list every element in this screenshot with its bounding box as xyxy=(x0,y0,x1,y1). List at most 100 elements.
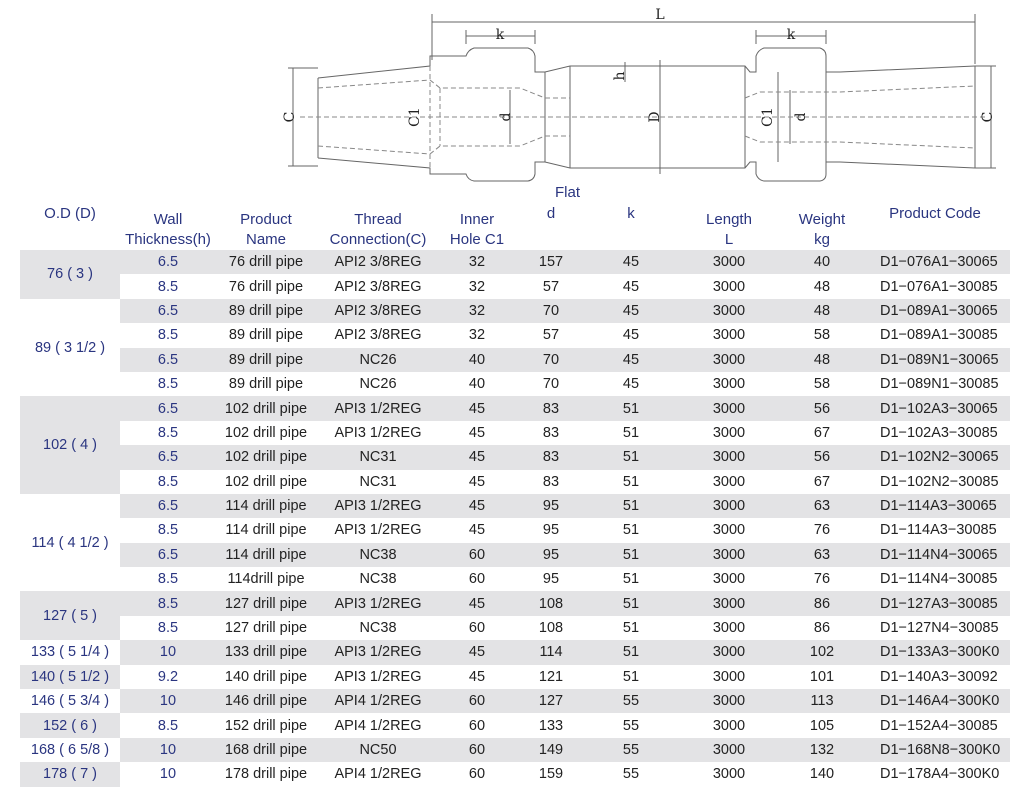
table-row: 8.5 114 drill pipe API3 1/2REG 45 95 51 3000 76… xyxy=(20,518,1010,542)
header-length-line1: Length xyxy=(706,211,752,228)
product-name-cell: 152 drill pipe xyxy=(224,717,308,734)
product-name-cell: 178 drill pipe xyxy=(224,766,308,783)
thread-cell: API3 1/2REG xyxy=(316,493,440,519)
k-cell: 55 xyxy=(622,717,640,734)
table-row: 8.5 102 drill pipe NC31 45 83 51 3000 67 D1−102N… xyxy=(20,470,1010,494)
product-code-cell: D1−152A4−30085 xyxy=(880,717,998,734)
k-cell: 51 xyxy=(588,445,674,470)
product-name-cell: 102 drill pipe xyxy=(216,445,316,470)
table-row: 152 ( 6 ) 8.5 152 drill pipe API4 1/2REG 60 1… xyxy=(20,713,1010,738)
wall-thickness-cell: 6.5 xyxy=(120,445,216,470)
length-cell: 3000 xyxy=(674,689,784,714)
flat-label: Flat xyxy=(555,184,581,201)
thread-cell: API4 1/2REG xyxy=(334,717,422,734)
d-cell: 149 xyxy=(514,737,588,763)
k-cell: 45 xyxy=(622,327,640,344)
thread-cell: NC38 xyxy=(316,542,440,568)
product-name-cell: 133 drill pipe xyxy=(216,640,316,665)
weight-cell: 48 xyxy=(784,298,860,324)
header-product-line1: Product xyxy=(240,211,292,228)
header-weight: Weight kg xyxy=(784,200,860,250)
weight-cell: 58 xyxy=(813,327,831,344)
od-cell: 127 ( 5 ) xyxy=(20,591,120,641)
length-cell: 3000 xyxy=(712,327,746,344)
header-code-line1: Product Code xyxy=(889,205,981,222)
product-code-cell: D1−114A3−30085 xyxy=(880,522,997,539)
inner-hole-cell: 45 xyxy=(440,640,514,665)
table-row: 8.5 89 drill pipe API2 3/8REG 32 57 45 3000 58 D… xyxy=(20,323,1010,347)
k-cell: 45 xyxy=(622,376,640,393)
table-row: 178 ( 7 ) 10 178 drill pipe API4 1/2REG 60 15… xyxy=(20,762,1010,787)
table-row: 8.5 89 drill pipe NC26 40 70 45 3000 58 D1−089N1… xyxy=(20,372,1010,396)
k-cell: 51 xyxy=(588,396,674,421)
product-name-cell: 102 drill pipe xyxy=(216,396,316,421)
product-name-cell: 89 drill pipe xyxy=(228,376,304,393)
k-cell: 51 xyxy=(622,522,640,539)
product-code-cell: D1−102N2−30085 xyxy=(880,473,999,490)
inner-hole-cell: 45 xyxy=(440,396,514,421)
k-cell: 55 xyxy=(588,689,674,714)
table-row: 8.5 76 drill pipe API2 3/8REG 32 57 45 3000 48 D… xyxy=(20,274,1010,298)
d-cell: 70 xyxy=(514,298,588,324)
od-cell: 76 ( 3 ) xyxy=(20,250,120,299)
d-cell: 159 xyxy=(538,766,564,783)
od-cell: 168 ( 6 5/8 ) xyxy=(30,742,110,758)
od-cell: 114 ( 4 1/2 ) xyxy=(31,534,109,551)
specification-table: O.D (D) Wall Thickness(h) Product Name Thr… xyxy=(20,200,1010,787)
table-row: 8.5 114drill pipe NC38 60 95 51 3000 76 D1−114N4… xyxy=(20,567,1010,591)
header-d-line1: d xyxy=(546,205,556,222)
thread-cell: API2 3/8REG xyxy=(316,250,440,275)
inner-hole-cell: 45 xyxy=(468,424,486,441)
od-cell: 152 ( 6 ) xyxy=(20,713,120,738)
wall-thickness-cell: 9.2 xyxy=(157,668,179,685)
product-code-cell: D1−089N1−30085 xyxy=(880,376,999,393)
od-cell: 133 ( 5 1/4 ) xyxy=(30,644,110,661)
thread-cell: NC26 xyxy=(359,376,397,393)
product-code-cell: D1−178A4−300K0 xyxy=(880,766,1000,783)
product-name-cell: 140 drill pipe xyxy=(224,668,308,685)
d-cell: 70 xyxy=(542,376,560,393)
k-cell: 45 xyxy=(588,298,674,324)
k-cell: 51 xyxy=(622,620,640,637)
inner-hole-cell: 45 xyxy=(468,473,486,490)
k-cell: 51 xyxy=(622,571,640,588)
product-code-cell: D1−076A1−30085 xyxy=(880,278,998,295)
header-wall-line1: Wall xyxy=(153,211,183,228)
weight-cell: 40 xyxy=(784,250,860,275)
k-cell: 51 xyxy=(622,668,640,685)
d-cell: 114 xyxy=(514,640,588,665)
length-cell: 3000 xyxy=(674,591,784,616)
wall-thickness-cell: 8.5 xyxy=(157,522,179,539)
product-code-cell: D1−076A1−30065 xyxy=(860,250,1010,275)
k-cell: 45 xyxy=(588,347,674,372)
header-d: d xyxy=(514,200,588,250)
table-row: 6.5 102 drill pipe NC31 45 83 51 3000 56 D1−102N… xyxy=(20,445,1010,470)
length-cell: 3000 xyxy=(712,522,746,539)
d-cell: 108 xyxy=(538,620,564,637)
k-cell: 51 xyxy=(588,542,674,568)
length-cell: 3000 xyxy=(712,717,746,734)
product-code-cell: D1−102A3−30085 xyxy=(880,424,998,441)
d-cell: 157 xyxy=(514,250,588,275)
dim-label-k-left: k xyxy=(496,27,505,43)
product-name-cell: 114 drill pipe xyxy=(216,493,316,519)
inner-hole-cell: 60 xyxy=(440,689,514,714)
k-cell: 51 xyxy=(622,424,640,441)
weight-cell: 63 xyxy=(784,542,860,568)
inner-hole-cell: 40 xyxy=(440,347,514,372)
product-code-cell: D1−168N8−300K0 xyxy=(860,737,1010,763)
length-cell: 3000 xyxy=(674,298,784,324)
weight-cell: 56 xyxy=(784,445,860,470)
wall-thickness-cell: 8.5 xyxy=(157,717,179,734)
product-code-cell: D1−089N1−30065 xyxy=(860,347,1010,372)
product-name-cell: 127 drill pipe xyxy=(216,591,316,616)
dim-label-C1-right: C1 xyxy=(760,107,776,127)
length-cell: 3000 xyxy=(674,396,784,421)
weight-cell: 86 xyxy=(813,620,831,637)
table-row: 76 ( 3 ) 6.5 76 drill pipe API2 3/8REG 32 157… xyxy=(20,250,1010,299)
weight-cell: 101 xyxy=(809,668,835,685)
table-row: 146 ( 5 3/4 ) 10 146 drill pipe API4 1/2REG… xyxy=(20,689,1010,714)
k-cell: 51 xyxy=(588,493,674,519)
length-cell: 3000 xyxy=(674,445,784,470)
product-code-cell: D1−102N2−30065 xyxy=(860,445,1010,470)
